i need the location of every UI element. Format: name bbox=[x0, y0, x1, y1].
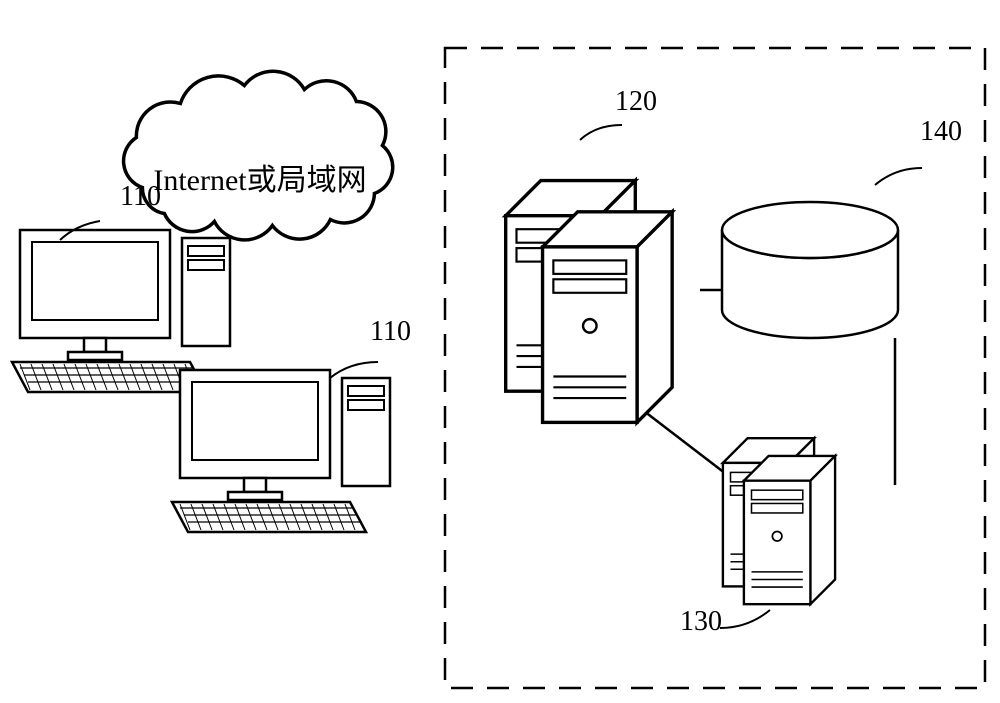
cloud-label: Internet或局域网 bbox=[153, 164, 366, 197]
leader-server_big bbox=[580, 125, 622, 140]
server-big bbox=[506, 181, 672, 423]
label-client1: 110 bbox=[120, 181, 161, 212]
client-1 bbox=[12, 230, 230, 392]
client-2 bbox=[172, 370, 390, 532]
label-server_small: 130 bbox=[680, 606, 722, 637]
leader-db bbox=[875, 168, 922, 185]
database bbox=[722, 202, 898, 338]
leader-client2 bbox=[330, 362, 378, 378]
label-db: 140 bbox=[920, 116, 962, 147]
cloud bbox=[124, 71, 393, 240]
diagram-canvas: Internet或局域网110110120130140 bbox=[0, 0, 1000, 703]
label-server_big: 120 bbox=[615, 86, 657, 117]
label-client2: 110 bbox=[370, 316, 411, 347]
server-small bbox=[723, 438, 835, 604]
leader-server_small bbox=[720, 610, 770, 628]
